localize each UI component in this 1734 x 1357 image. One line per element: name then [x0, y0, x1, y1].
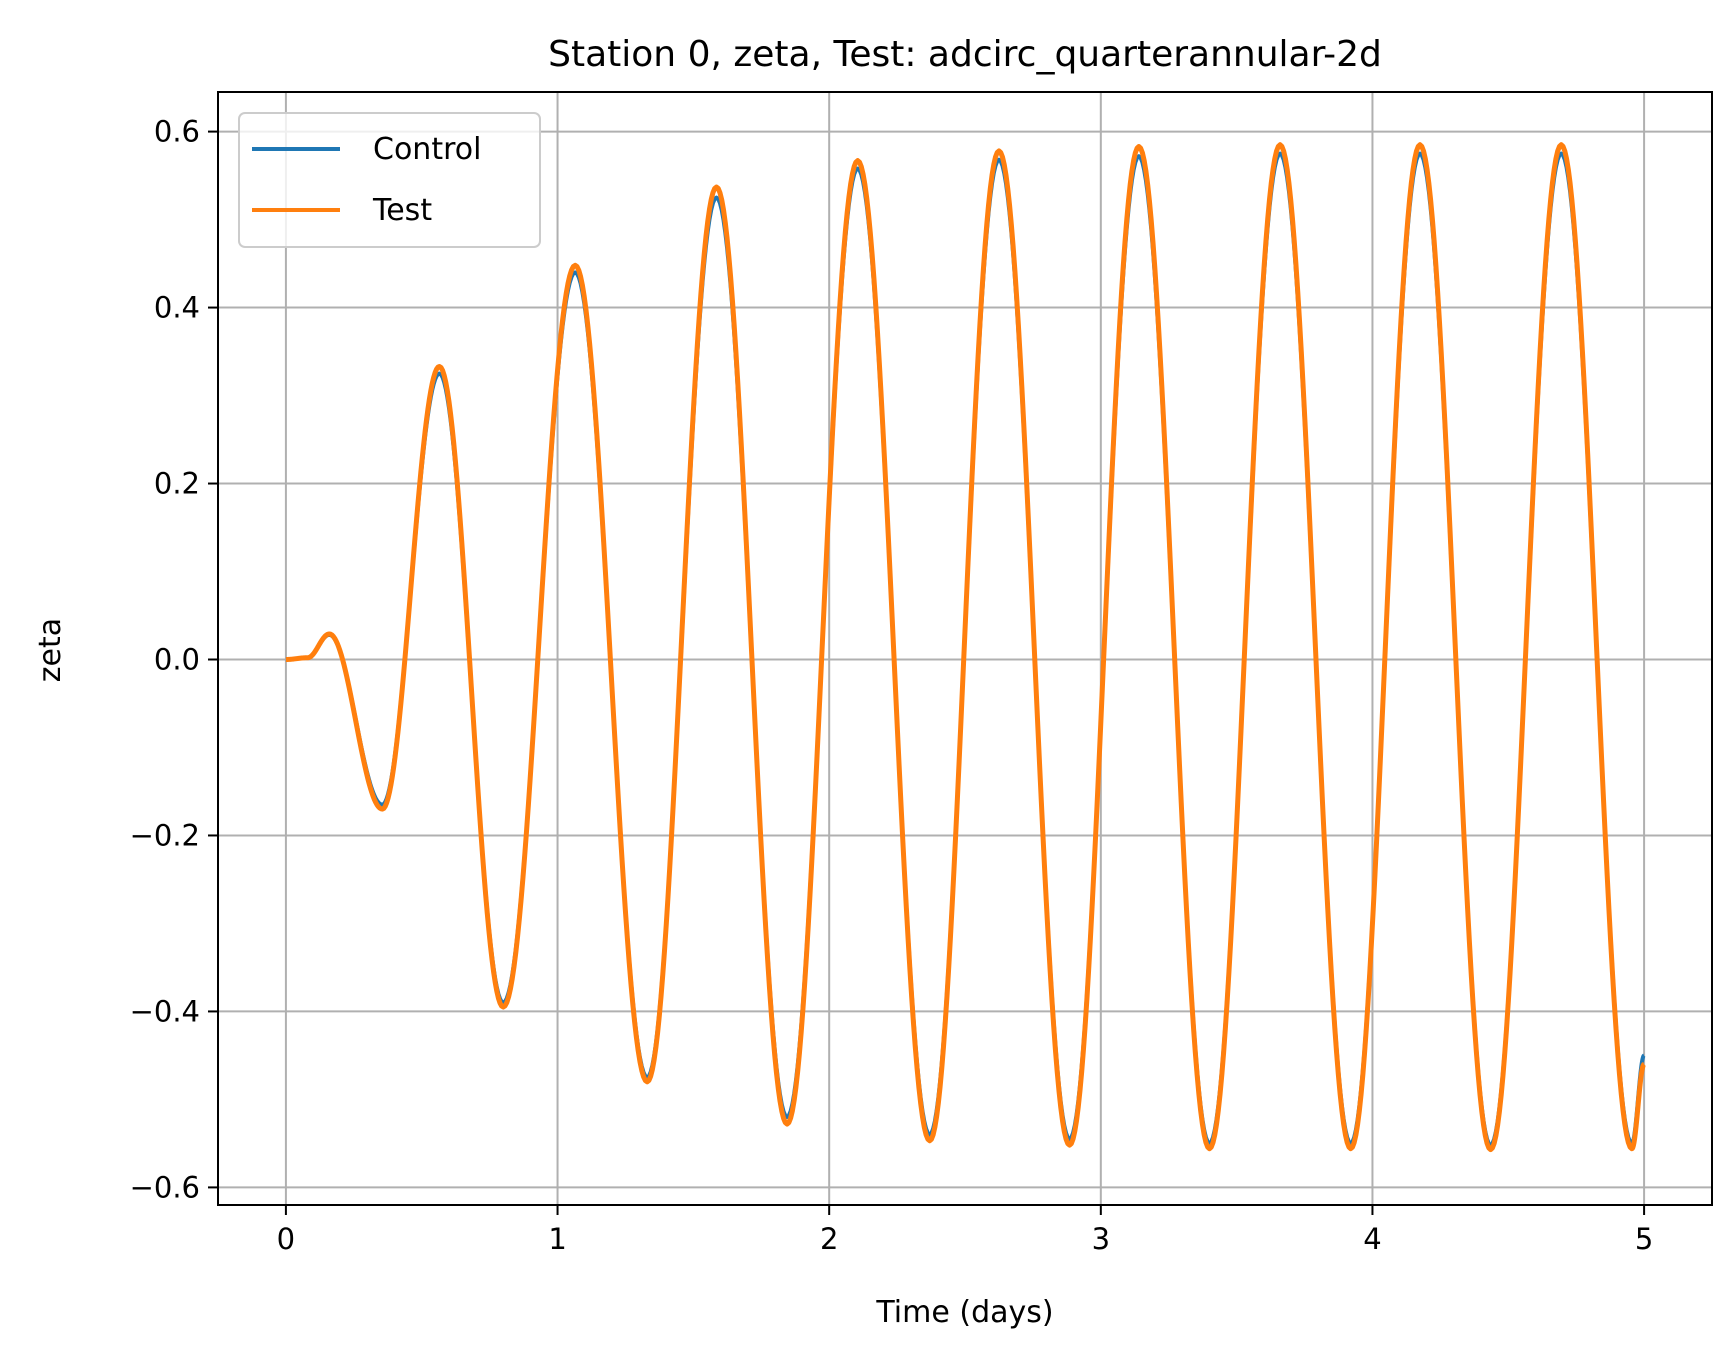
x-tick-label: 3 [1092, 1222, 1110, 1256]
legend-box [238, 112, 541, 248]
chart-title: Station 0, zeta, Test: adcirc_quarterann… [548, 34, 1382, 75]
x-tick-label: 1 [548, 1222, 566, 1256]
x-axis-label: Time (days) [875, 1295, 1053, 1330]
y-tick-label: −0.6 [130, 1170, 200, 1204]
y-tick-label: 0.4 [154, 291, 200, 325]
series-lines [283, 142, 1647, 1153]
y-axis-label: zeta [33, 618, 68, 682]
x-tick-label: 4 [1363, 1222, 1381, 1256]
legend: Control Test [238, 112, 541, 248]
y-tick-label: 0.0 [154, 642, 200, 676]
series-line-test [283, 142, 1647, 1153]
legend-label-test: Test [372, 193, 432, 228]
legend-label-control: Control [373, 132, 481, 167]
x-tick-label: 2 [820, 1222, 838, 1256]
y-tick-label: 0.2 [154, 467, 200, 501]
x-tick-label: 5 [1635, 1222, 1653, 1256]
y-tick-label: −0.2 [130, 818, 200, 852]
plot-frame [217, 91, 1713, 1206]
axis-ticks: 0 1 2 3 4 5 −0.6 −0.4 −0.2 0.0 0.2 0.4 0.6 [130, 115, 1654, 1256]
x-tick-label: 0 [277, 1222, 295, 1256]
y-tick-label: −0.4 [130, 994, 200, 1028]
y-tick-label: 0.6 [154, 115, 200, 149]
